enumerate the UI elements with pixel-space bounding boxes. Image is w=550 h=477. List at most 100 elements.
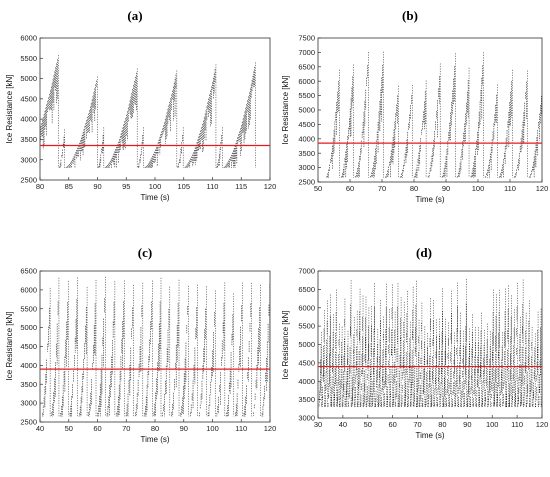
panel-label-a: (a) [127,8,142,23]
y-tick-label: 7000 [298,267,315,276]
y-tick-label: 3000 [298,414,315,423]
series-marks-b [326,51,542,178]
y-tick-label: 4000 [20,115,37,124]
x-tick-label: 90 [442,184,450,193]
y-tick-label: 7000 [298,48,315,57]
x-tick-label: 110 [504,184,516,193]
x-tick-label: 40 [36,424,44,433]
y-ticks-d: 3000 3500 4000 4500 5000 5500 6000 6500 7000 [298,267,321,423]
panel-b: (b) 50 60 70 80 90 100 110 120 2500 3000 3500 4000… [281,8,548,204]
x-ticks-d: 30 40 50 60 70 80 90 100 110 120 [314,415,548,429]
panel-c: (c) 40 50 60 70 80 90 100 110 120 2500 3000 3500 40… [5,245,276,444]
y-tick-label: 5000 [20,323,37,332]
y-tick-label: 4500 [20,342,37,351]
y-tick-label: 2500 [20,176,37,185]
y-tick-label: 3500 [20,135,37,144]
y-tick-label: 3500 [20,380,37,389]
y-tick-label: 5000 [298,340,315,349]
panel-label-c: (c) [138,245,152,260]
x-tick-label: 60 [346,184,354,193]
y-ticks-c: 2500 3000 3500 4000 4500 5000 5500 6000 6500 [20,267,43,427]
x-tick-label: 100 [472,184,485,193]
y-tick-label: 5000 [298,106,315,115]
x-tick-label: 110 [511,420,523,429]
y-tick-label: 2500 [298,178,315,187]
y-tick-label: 4500 [298,358,315,367]
x-tick-label: 120 [264,424,277,433]
x-tick-label: 115 [235,182,247,191]
y-ticks-b: 2500 3000 3500 4000 4500 5000 5500 6000 6500 7000… [298,34,321,187]
x-tick-label: 90 [463,420,471,429]
y-axis-title-a: Ice Resistance [kN] [5,75,14,144]
x-tick-label: 50 [314,184,322,193]
x-tick-label: 70 [378,184,386,193]
y-tick-label: 3000 [20,399,37,408]
x-axis-title-c: Time (s) [140,435,169,444]
x-tick-label: 90 [93,182,101,191]
y-tick-label: 4500 [298,120,315,129]
x-tick-label: 85 [65,182,73,191]
y-tick-label: 5000 [20,74,37,83]
x-tick-label: 120 [264,182,277,191]
x-tick-label: 90 [180,424,188,433]
x-tick-label: 110 [235,424,247,433]
x-tick-label: 80 [36,182,44,191]
y-tick-label: 4000 [298,377,315,386]
y-tick-label: 6000 [298,303,315,312]
x-tick-label: 110 [207,182,219,191]
y-tick-label: 4000 [298,134,315,143]
y-tick-label: 6500 [298,285,315,294]
y-tick-label: 6500 [298,62,315,71]
x-tick-label: 120 [536,420,549,429]
x-tick-label: 80 [151,424,159,433]
plot-frame-a [39,37,271,181]
panel-label-b: (b) [402,8,418,23]
x-tick-label: 60 [388,420,396,429]
y-tick-label: 4500 [20,94,37,103]
plot-frame-b [317,37,543,183]
y-tick-label: 6000 [298,77,315,86]
x-tick-label: 120 [536,184,549,193]
x-ticks-a: 80 85 90 95 100 105 110 115 120 [36,177,276,191]
x-tick-label: 100 [486,420,499,429]
x-axis-title-d: Time (s) [415,431,444,440]
x-tick-label: 100 [206,424,219,433]
panel-a: (a) 80 85 90 95 100 105 110 115 120 2500 3000 3500… [5,8,276,202]
y-axis-title-c: Ice Resistance [kN] [5,312,14,381]
series-marks-d [318,278,542,407]
y-tick-label: 4000 [20,361,37,370]
y-axis-title-b: Ice Resistance [kN] [281,76,290,145]
y-tick-label: 5500 [20,54,37,63]
x-tick-label: 105 [177,182,190,191]
y-tick-label: 5500 [298,322,315,331]
y-tick-label: 6000 [20,285,37,294]
x-tick-label: 50 [364,420,372,429]
y-tick-label: 2500 [20,418,37,427]
x-ticks-c: 40 50 60 70 80 90 100 110 120 [36,419,276,433]
plot-frame-c [39,270,271,423]
panel-d: (d) 30 40 50 60 70 80 90 100 110 120 3000 3500 4000… [281,245,548,440]
series-marks-c [42,276,270,417]
x-tick-label: 100 [149,182,162,191]
x-tick-label: 95 [122,182,130,191]
x-tick-label: 50 [65,424,73,433]
x-axis-title-b: Time (s) [415,195,444,204]
y-tick-label: 5500 [298,91,315,100]
panel-label-d: (d) [416,245,432,260]
x-tick-label: 70 [413,420,421,429]
y-tick-label: 3500 [298,395,315,404]
y-tick-label: 6500 [20,267,37,276]
y-tick-label: 7500 [298,34,315,43]
x-tick-label: 80 [410,184,418,193]
y-tick-label: 3000 [20,155,37,164]
y-tick-label: 5500 [20,304,37,313]
y-ticks-a: 2500 3000 3500 4000 4500 5000 5500 6000 [20,34,43,185]
x-ticks-b: 50 60 70 80 90 100 110 120 [314,179,548,193]
y-tick-label: 3500 [298,149,315,158]
series-marks-a [40,55,256,168]
x-tick-label: 40 [339,420,347,429]
x-tick-label: 70 [122,424,130,433]
x-tick-label: 30 [314,420,322,429]
y-tick-label: 6000 [20,34,37,43]
